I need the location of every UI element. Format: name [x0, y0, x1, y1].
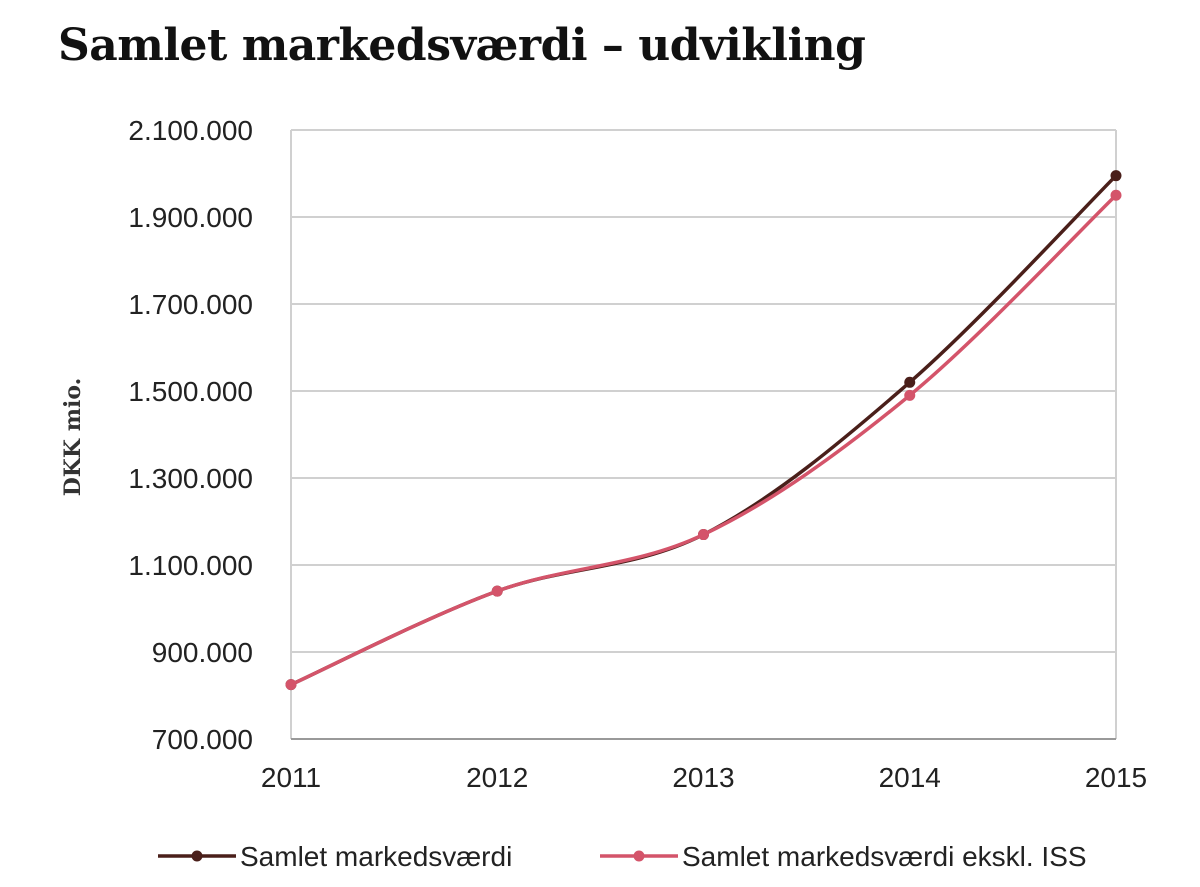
- legend-swatch-marker: [191, 850, 203, 862]
- legend: Samlet markedsværdi Samlet markedsværdi e…: [158, 841, 1087, 872]
- y-tick-label: 2.100.000: [128, 115, 253, 146]
- data-point: [904, 376, 916, 388]
- y-tick-label: 1.100.000: [128, 550, 253, 581]
- data-point: [491, 585, 503, 597]
- x-tick-label: 2014: [879, 762, 941, 793]
- data-point: [285, 679, 297, 691]
- data-point: [904, 389, 916, 401]
- x-tick-label: 2015: [1085, 762, 1147, 793]
- y-tick-label: 900.000: [152, 637, 253, 668]
- data-point: [1110, 170, 1122, 182]
- y-tick-label: 700.000: [152, 724, 253, 755]
- series-lines: [285, 170, 1122, 691]
- x-tick-labels: 2011 2012 2013 2014 2015: [261, 762, 1147, 793]
- series-line-1: [290, 174, 1118, 687]
- legend-swatch-marker: [633, 850, 645, 862]
- y-tick-label: 1.700.000: [128, 289, 253, 320]
- y-tick-label: 1.900.000: [128, 202, 253, 233]
- x-tick-label: 2011: [261, 762, 321, 793]
- series-line-2: [290, 193, 1118, 687]
- y-tick-labels: 700.000 900.000 1.100.000 1.300.000 1.500.00…: [128, 115, 253, 755]
- y-tick-label: 1.500.000: [128, 376, 253, 407]
- y-axis-label: DKK mio.: [60, 378, 86, 497]
- data-point: [698, 529, 709, 541]
- gridlines: [291, 129, 1116, 653]
- x-tick-label: 2013: [672, 762, 734, 793]
- data-point: [1110, 189, 1122, 201]
- legend-entry: Samlet markedsværdi: [240, 841, 512, 872]
- chart-title: Samlet markedsværdi – udvikling: [58, 20, 866, 71]
- x-tick-label: 2012: [466, 762, 528, 793]
- legend-entry: Samlet markedsværdi ekskl. ISS: [682, 841, 1087, 872]
- y-tick-label: 1.300.000: [128, 463, 253, 494]
- axes: [290, 130, 1117, 740]
